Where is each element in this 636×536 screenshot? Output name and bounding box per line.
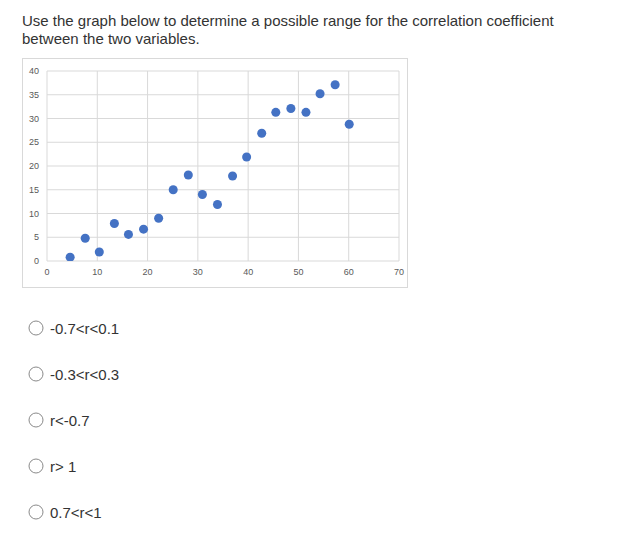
svg-text:30: 30 [29, 114, 39, 124]
svg-text:5: 5 [34, 232, 39, 242]
svg-text:20: 20 [29, 161, 39, 171]
svg-text:40: 40 [29, 66, 39, 76]
svg-text:0: 0 [34, 256, 39, 266]
svg-text:60: 60 [344, 267, 354, 277]
svg-text:70: 70 [394, 267, 404, 277]
svg-text:50: 50 [293, 267, 303, 277]
svg-text:10: 10 [29, 209, 39, 219]
html-text:r> 1: r> 1 [50, 457, 77, 475]
html-text:Use the graph below to determi: Use the graph below to determine a possi… [22, 12, 554, 47]
svg-text:30: 30 [193, 267, 203, 277]
html-text:0.7<r<1: 0.7<r<1 [50, 503, 102, 521]
svg-text:10: 10 [92, 267, 102, 277]
html-text:-0.3<r<0.3: -0.3<r<0.3 [50, 365, 120, 383]
svg-text:20: 20 [143, 267, 153, 277]
svg-text:25: 25 [29, 137, 39, 147]
html-text:r<-0.7: r<-0.7 [50, 411, 90, 429]
svg-text:15: 15 [29, 185, 39, 195]
svg-text:0: 0 [44, 267, 49, 277]
html-text:-0.7<r<0.1: -0.7<r<0.1 [50, 319, 120, 337]
svg-text:40: 40 [243, 267, 253, 277]
svg-text:35: 35 [29, 90, 39, 100]
